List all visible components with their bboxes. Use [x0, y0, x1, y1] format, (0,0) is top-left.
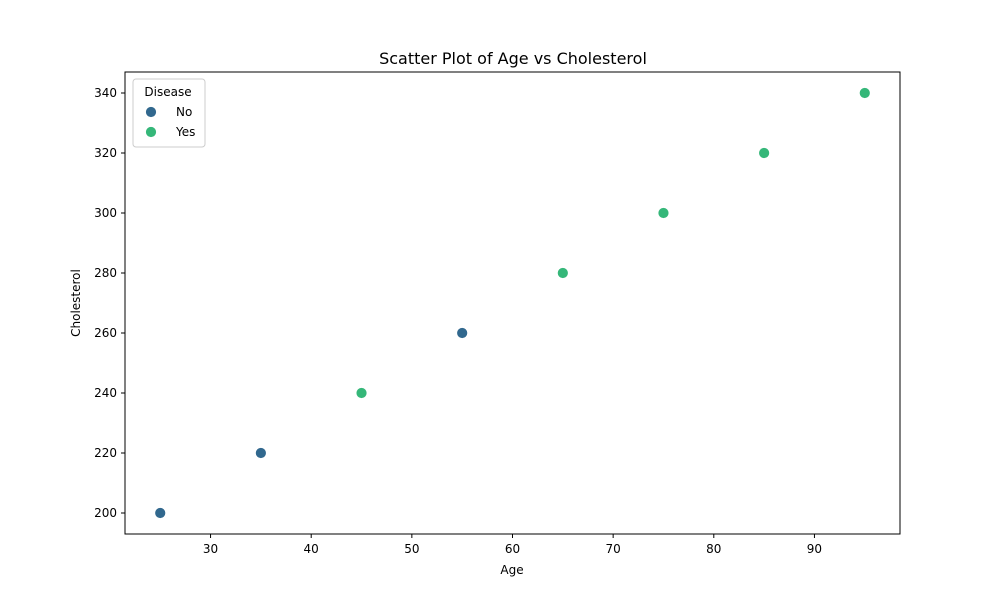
x-tick-label: 40: [304, 542, 319, 556]
data-point-no: [456, 327, 469, 339]
data-point-no: [154, 507, 167, 519]
legend-label-no: No: [176, 105, 192, 119]
data-point-yes: [355, 387, 368, 399]
data-point-yes: [657, 207, 670, 219]
data-points: [154, 87, 871, 519]
x-axis-label: Age: [500, 563, 523, 577]
x-tick-label: 90: [807, 542, 822, 556]
y-tick-label: 200: [94, 506, 117, 520]
data-point-yes: [758, 147, 771, 159]
y-tick-label: 300: [94, 206, 117, 220]
data-point-no: [254, 447, 267, 459]
y-tick-label: 260: [94, 326, 117, 340]
y-tick-label: 240: [94, 386, 117, 400]
data-point-yes: [556, 267, 569, 279]
x-tick-label: 30: [203, 542, 218, 556]
y-axis-label: Cholesterol: [69, 269, 83, 337]
x-tick-label: 50: [404, 542, 419, 556]
y-tick-label: 220: [94, 446, 117, 460]
legend-items: No Yes: [145, 105, 195, 139]
data-point-yes: [858, 87, 871, 99]
y-tick-label: 280: [94, 266, 117, 280]
chart-title: Scatter Plot of Age vs Cholesterol: [379, 49, 647, 68]
y-tick-label: 320: [94, 146, 117, 160]
x-axis: 30 40 50 60 70 80 90: [203, 534, 822, 556]
y-axis: 200 220 240 260 280 300 320 340: [94, 86, 125, 520]
legend-marker-yes: [145, 126, 157, 138]
x-tick-label: 60: [505, 542, 520, 556]
x-tick-label: 70: [606, 542, 621, 556]
y-tick-label: 340: [94, 86, 117, 100]
x-tick-label: 80: [706, 542, 721, 556]
legend-title: Disease: [144, 85, 191, 99]
legend: Disease No Yes: [132, 78, 206, 148]
legend-marker-no: [145, 106, 157, 118]
legend-label-yes: Yes: [175, 125, 195, 139]
plot-area: [124, 71, 901, 535]
